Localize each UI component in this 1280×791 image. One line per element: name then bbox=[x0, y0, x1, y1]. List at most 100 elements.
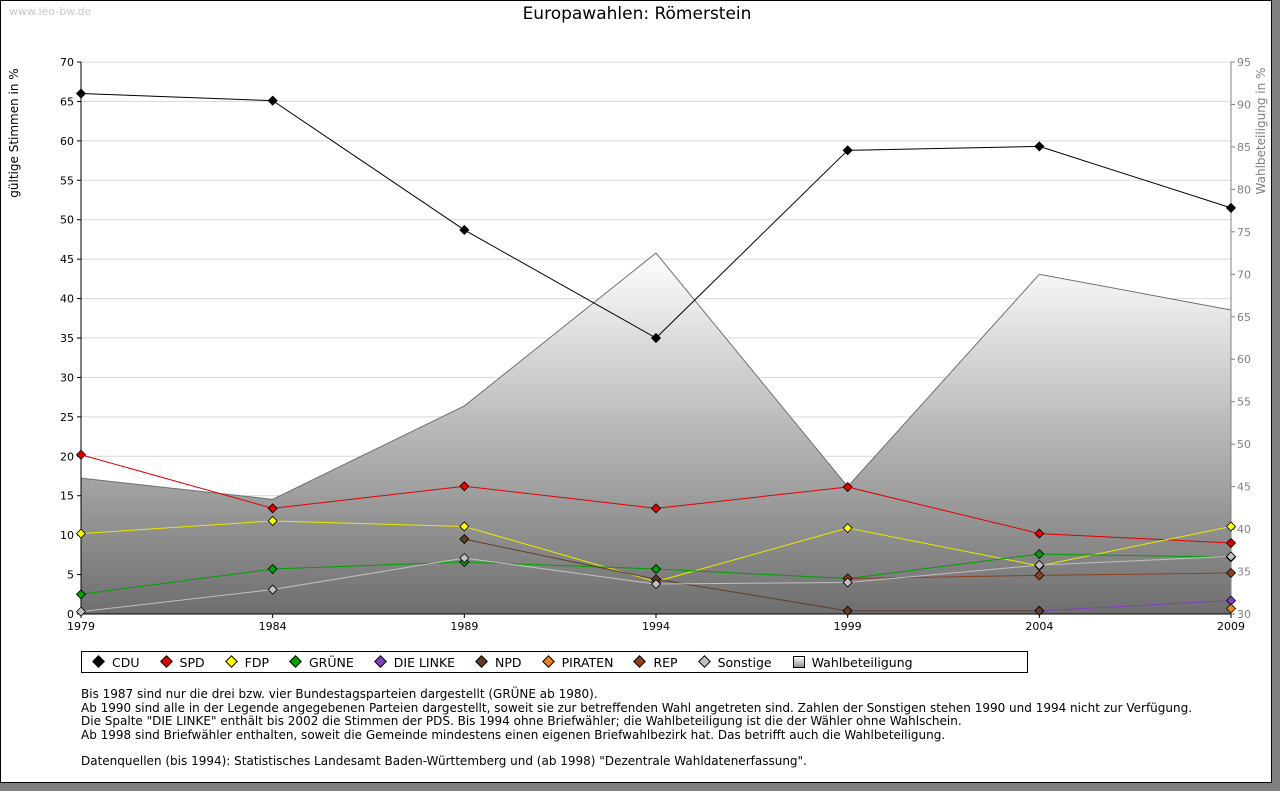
legend-item: FDP bbox=[224, 654, 269, 670]
legend-item: DIE LINKE bbox=[373, 654, 456, 670]
legend: CDU SPD FDP GRÜNE DIE LINKE NPD PIRATEN REP Sons… bbox=[81, 651, 1028, 673]
y2-tick-label: 60 bbox=[1237, 353, 1251, 366]
y-tick-label: 45 bbox=[60, 253, 74, 266]
series-line-npd bbox=[464, 538, 1040, 612]
notes: Bis 1987 sind nur die drei bzw. vier Bun… bbox=[81, 687, 1193, 742]
data-point-spd bbox=[650, 503, 662, 514]
y-tick-label: 15 bbox=[60, 490, 74, 503]
y2-tick-label: 75 bbox=[1237, 226, 1251, 239]
source-note: Datenquellen (bis 1994): Statistisches L… bbox=[81, 754, 807, 768]
note-line: Ab 1998 sind Briefwähler enthalten, sowe… bbox=[81, 727, 946, 742]
legend-label: FDP bbox=[244, 654, 269, 670]
data-point-fdp bbox=[75, 528, 87, 539]
legend-label: SPD bbox=[179, 654, 205, 670]
data-point-spd bbox=[459, 481, 470, 492]
legend-square-icon bbox=[792, 656, 806, 668]
legend-label: Wahlbeteiligung bbox=[811, 654, 913, 670]
y-tick-label: 60 bbox=[60, 135, 74, 148]
data-point-gruene bbox=[650, 563, 662, 575]
data-point-fdp bbox=[267, 515, 278, 527]
y2-tick-label: 95 bbox=[1237, 56, 1251, 69]
data-point-spd bbox=[1034, 528, 1045, 539]
y2-tick-label: 80 bbox=[1237, 183, 1251, 196]
legend-label: GRÜNE bbox=[308, 654, 354, 670]
legend-diamond-icon bbox=[289, 655, 303, 668]
legend-label: PIRATEN bbox=[561, 654, 614, 670]
data-point-npd bbox=[1034, 605, 1045, 616]
data-point-cdu bbox=[1225, 202, 1237, 213]
data-point-gruene bbox=[75, 589, 87, 600]
y2-tick-label: 50 bbox=[1237, 438, 1251, 451]
y2-tick-label: 90 bbox=[1237, 98, 1251, 111]
legend-diamond-icon bbox=[633, 655, 647, 668]
data-point-sonstige bbox=[459, 552, 470, 564]
legend-item: Wahlbeteiligung bbox=[792, 655, 913, 670]
y2-tick-label: 40 bbox=[1237, 523, 1251, 536]
y-tick-label: 5 bbox=[67, 569, 74, 582]
data-point-spd bbox=[267, 503, 278, 514]
legend-label: DIE LINKE bbox=[393, 654, 456, 670]
x-tick-label: 2009 bbox=[1217, 620, 1245, 633]
watermark: www.leo-bw.de bbox=[9, 5, 92, 18]
note-line: Bis 1987 sind nur die drei bzw. vier Bun… bbox=[81, 687, 598, 701]
y2-tick-label: 45 bbox=[1237, 481, 1251, 494]
data-point-cdu bbox=[459, 224, 470, 236]
x-tick-label: 2004 bbox=[1025, 620, 1053, 633]
y2-tick-label: 85 bbox=[1237, 141, 1251, 154]
turnout-line bbox=[80, 252, 1232, 500]
chart-plot: 0 5 10 15 20 25 30 35 40 45 50 55 60 65 70 30 35 40 45 50 55… bbox=[7, 56, 1268, 633]
y-tick-label: 70 bbox=[60, 56, 74, 69]
data-point-cdu bbox=[842, 145, 853, 156]
legend-item: REP bbox=[633, 654, 678, 670]
legend-diamond-icon bbox=[541, 655, 556, 668]
series-layer bbox=[75, 88, 1237, 617]
x-tick-label: 1989 bbox=[450, 620, 478, 633]
data-point-sonstige bbox=[650, 578, 662, 590]
data-point-sonstige bbox=[1225, 551, 1237, 562]
y2-tick-label: 30 bbox=[1237, 608, 1251, 621]
legend-diamond-icon bbox=[373, 655, 388, 668]
y-tick-label: 65 bbox=[60, 95, 74, 108]
data-point-cdu bbox=[267, 95, 278, 106]
legend-label: REP bbox=[653, 654, 678, 670]
legend-diamond-icon bbox=[159, 655, 174, 668]
legend-diamond-icon bbox=[224, 655, 239, 668]
y2-axis-label: Wahlbeteiligung in % bbox=[1254, 68, 1268, 195]
turnout-area-layer bbox=[80, 252, 1232, 615]
note-line: Die Spalte "DIE LINKE" enthält bis 2002 … bbox=[81, 714, 962, 728]
data-point-gruene bbox=[267, 563, 278, 575]
data-point-spd bbox=[842, 481, 853, 493]
data-point-cdu bbox=[75, 88, 87, 99]
legend-item: PIRATEN bbox=[541, 654, 614, 670]
data-point-npd bbox=[842, 605, 853, 616]
y-tick-label: 25 bbox=[60, 411, 74, 424]
y-tick-label: 35 bbox=[60, 332, 74, 345]
data-point-gruene bbox=[1034, 549, 1045, 560]
y-tick-label: 30 bbox=[60, 371, 74, 384]
x-tick-label: 1994 bbox=[642, 620, 670, 633]
data-point-fdp bbox=[842, 522, 853, 534]
data-point-spd bbox=[1225, 537, 1237, 549]
x-tick-label: 1984 bbox=[259, 620, 287, 633]
data-point-cdu bbox=[650, 332, 662, 344]
data-point-cdu bbox=[1034, 141, 1045, 152]
turnout-area bbox=[81, 253, 1231, 615]
legend-item: CDU bbox=[92, 655, 140, 670]
legend-diamond-icon bbox=[697, 655, 712, 668]
note-line: Ab 1990 sind alle in der Legende angegeb… bbox=[81, 700, 1193, 715]
data-point-sonstige bbox=[75, 606, 87, 617]
legend-diamond-icon bbox=[475, 655, 489, 668]
data-point-sonstige bbox=[842, 577, 853, 588]
x-tick-label: 1979 bbox=[67, 620, 95, 633]
y-tick-label: 0 bbox=[67, 608, 74, 621]
legend-label: NPD bbox=[495, 654, 522, 670]
data-point-sonstige bbox=[267, 584, 278, 595]
y-axis-label: gültige Stimmen in % bbox=[7, 68, 21, 197]
legend-item: NPD bbox=[475, 655, 522, 670]
y-tick-label: 50 bbox=[60, 214, 74, 227]
y2-tick-label: 70 bbox=[1237, 268, 1251, 281]
x-tick-label: 1999 bbox=[834, 620, 862, 633]
y-tick-label: 55 bbox=[60, 174, 74, 187]
data-point-rep bbox=[1225, 567, 1237, 579]
